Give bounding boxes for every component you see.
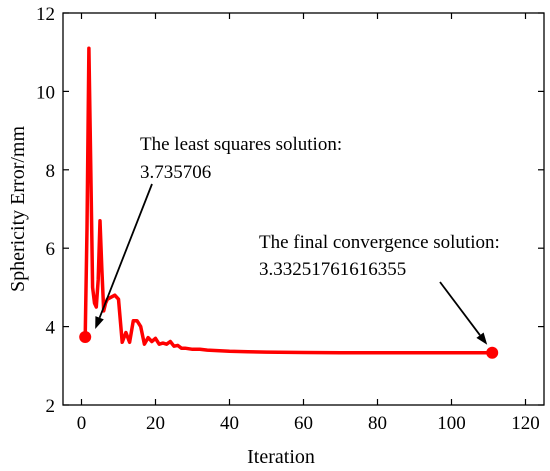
x-tick-label: 60 [294, 413, 313, 434]
series-layer [83, 46, 494, 355]
y-tick-label: 6 [46, 239, 56, 260]
x-tick-label: 100 [437, 413, 466, 434]
x-tick-label: 20 [146, 413, 165, 434]
annotation-arrow-line [439, 281, 481, 336]
annotation-layer: The least squares solution: 3.735706 The… [95, 134, 500, 345]
x-axis-label: Iteration [247, 446, 315, 468]
x-tick-label: 40 [220, 413, 239, 434]
data-point-marker [486, 346, 499, 359]
y-tick-label: 4 [46, 318, 56, 339]
marker-layer [79, 330, 499, 359]
x-tick-label: 120 [511, 413, 540, 434]
series-line [83, 46, 494, 355]
y-axis-ticks: 2 4 6 8 10 12 [36, 4, 544, 417]
annotation-final-convergence-line1: The final convergence solution: [259, 232, 500, 253]
plot-frame [62, 12, 545, 406]
annotation-least-squares-line1: The least squares solution: [140, 134, 342, 155]
annotation-arrowhead [95, 316, 104, 329]
annotation-least-squares-value: 3.735706 [140, 162, 211, 183]
annotation-arrow-line [98, 183, 153, 319]
x-tick-label: 0 [77, 413, 87, 434]
y-tick-label: 2 [46, 396, 56, 417]
y-tick-label: 10 [36, 82, 55, 103]
y-tick-label: 8 [46, 161, 56, 182]
y-axis-label: Sphericity Error/mm [7, 126, 29, 293]
y-tick-label: 12 [36, 4, 55, 25]
data-point-marker [79, 330, 92, 343]
annotation-final-convergence-value: 3.33251761616355 [259, 259, 406, 280]
x-axis-ticks: 0 20 40 60 80 100 120 [77, 13, 540, 434]
annotation-arrowhead [476, 332, 488, 345]
x-tick-label: 80 [368, 413, 387, 434]
